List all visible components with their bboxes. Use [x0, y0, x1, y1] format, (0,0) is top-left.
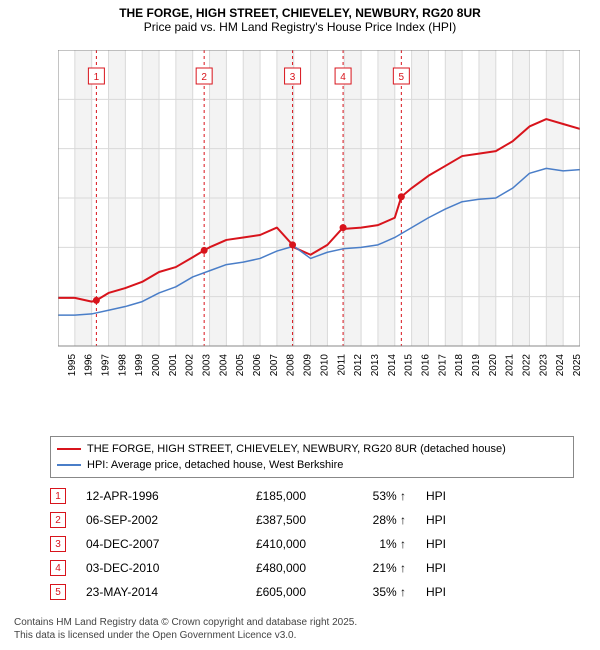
- svg-text:2011: 2011: [336, 354, 347, 376]
- legend-swatch: [57, 448, 81, 450]
- svg-text:2014: 2014: [387, 354, 398, 377]
- sale-marker: 2: [50, 512, 66, 528]
- legend-row: THE FORGE, HIGH STREET, CHIEVELEY, NEWBU…: [57, 441, 567, 457]
- chart-svg: £0£200K£400K£600K£800K£1M£1.2M1994199519…: [58, 50, 580, 380]
- svg-text:1999: 1999: [134, 354, 145, 377]
- sale-marker: 5: [50, 584, 66, 600]
- legend-box: THE FORGE, HIGH STREET, CHIEVELEY, NEWBU…: [50, 436, 574, 478]
- footer-line-2: This data is licensed under the Open Gov…: [14, 629, 357, 642]
- sale-date: 23-MAY-2014: [86, 585, 196, 599]
- svg-text:2010: 2010: [319, 354, 330, 377]
- sale-price: £605,000: [216, 585, 306, 599]
- sale-pct: 21% ↑: [326, 561, 406, 575]
- svg-text:2016: 2016: [420, 354, 431, 377]
- chart-subtitle: Price paid vs. HM Land Registry's House …: [0, 20, 600, 34]
- sale-marker: 4: [50, 560, 66, 576]
- svg-text:1998: 1998: [117, 354, 128, 377]
- sale-hpi-tag: HPI: [426, 537, 466, 551]
- title-block: THE FORGE, HIGH STREET, CHIEVELEY, NEWBU…: [0, 0, 600, 34]
- legend-row: HPI: Average price, detached house, West…: [57, 457, 567, 473]
- chart-container: THE FORGE, HIGH STREET, CHIEVELEY, NEWBU…: [0, 0, 600, 650]
- svg-text:5: 5: [399, 72, 405, 83]
- sale-hpi-tag: HPI: [426, 561, 466, 575]
- svg-text:2006: 2006: [252, 354, 263, 377]
- svg-text:2004: 2004: [218, 354, 229, 377]
- legend-label: HPI: Average price, detached house, West…: [87, 459, 343, 471]
- svg-text:2: 2: [201, 72, 207, 83]
- svg-text:2018: 2018: [454, 354, 465, 377]
- svg-text:1996: 1996: [84, 354, 95, 377]
- svg-text:2017: 2017: [437, 354, 448, 377]
- svg-text:2013: 2013: [370, 354, 381, 377]
- svg-text:3: 3: [290, 72, 296, 83]
- svg-text:2003: 2003: [202, 354, 213, 377]
- svg-text:1994: 1994: [58, 354, 61, 377]
- svg-text:2000: 2000: [151, 354, 162, 377]
- sale-date: 12-APR-1996: [86, 489, 196, 503]
- svg-text:2024: 2024: [555, 354, 566, 377]
- sale-date: 03-DEC-2010: [86, 561, 196, 575]
- sale-date: 04-DEC-2007: [86, 537, 196, 551]
- sale-price: £410,000: [216, 537, 306, 551]
- sale-pct: 1% ↑: [326, 537, 406, 551]
- svg-text:1: 1: [94, 72, 100, 83]
- svg-text:2007: 2007: [269, 354, 280, 377]
- sales-table: 1 12-APR-1996 £185,000 53% ↑ HPI 2 06-SEP-2002…: [50, 484, 466, 604]
- chart-area: £0£200K£400K£600K£800K£1M£1.2M1994199519…: [58, 50, 580, 380]
- svg-text:2015: 2015: [404, 354, 415, 377]
- sale-hpi-tag: HPI: [426, 489, 466, 503]
- sale-date: 06-SEP-2002: [86, 513, 196, 527]
- svg-text:2025: 2025: [572, 354, 580, 377]
- sale-price: £387,500: [216, 513, 306, 527]
- sale-pct: 53% ↑: [326, 489, 406, 503]
- chart-title: THE FORGE, HIGH STREET, CHIEVELEY, NEWBU…: [0, 6, 600, 20]
- sale-pct: 35% ↑: [326, 585, 406, 599]
- sale-marker: 1: [50, 488, 66, 504]
- sale-marker: 3: [50, 536, 66, 552]
- svg-text:2023: 2023: [538, 354, 549, 377]
- svg-text:2020: 2020: [488, 354, 499, 377]
- svg-text:2005: 2005: [235, 354, 246, 377]
- sale-hpi-tag: HPI: [426, 585, 466, 599]
- sale-pct: 28% ↑: [326, 513, 406, 527]
- sale-row: 1 12-APR-1996 £185,000 53% ↑ HPI: [50, 484, 466, 508]
- svg-text:2001: 2001: [168, 354, 179, 377]
- footer-text: Contains HM Land Registry data © Crown c…: [14, 616, 357, 642]
- svg-text:2009: 2009: [303, 354, 314, 377]
- svg-text:1995: 1995: [67, 354, 78, 377]
- svg-text:2012: 2012: [353, 354, 364, 377]
- sale-row: 4 03-DEC-2010 £480,000 21% ↑ HPI: [50, 556, 466, 580]
- sale-row: 2 06-SEP-2002 £387,500 28% ↑ HPI: [50, 508, 466, 532]
- svg-text:2022: 2022: [521, 354, 532, 377]
- svg-text:2019: 2019: [471, 354, 482, 377]
- sale-row: 5 23-MAY-2014 £605,000 35% ↑ HPI: [50, 580, 466, 604]
- footer-line-1: Contains HM Land Registry data © Crown c…: [14, 616, 357, 629]
- sale-price: £480,000: [216, 561, 306, 575]
- svg-text:2002: 2002: [185, 354, 196, 377]
- sale-hpi-tag: HPI: [426, 513, 466, 527]
- svg-text:2008: 2008: [286, 354, 297, 377]
- sale-row: 3 04-DEC-2007 £410,000 1% ↑ HPI: [50, 532, 466, 556]
- svg-text:4: 4: [340, 72, 346, 83]
- svg-text:2021: 2021: [505, 354, 516, 377]
- legend-swatch: [57, 464, 81, 466]
- legend-label: THE FORGE, HIGH STREET, CHIEVELEY, NEWBU…: [87, 443, 506, 455]
- sale-price: £185,000: [216, 489, 306, 503]
- svg-text:1997: 1997: [101, 354, 112, 377]
